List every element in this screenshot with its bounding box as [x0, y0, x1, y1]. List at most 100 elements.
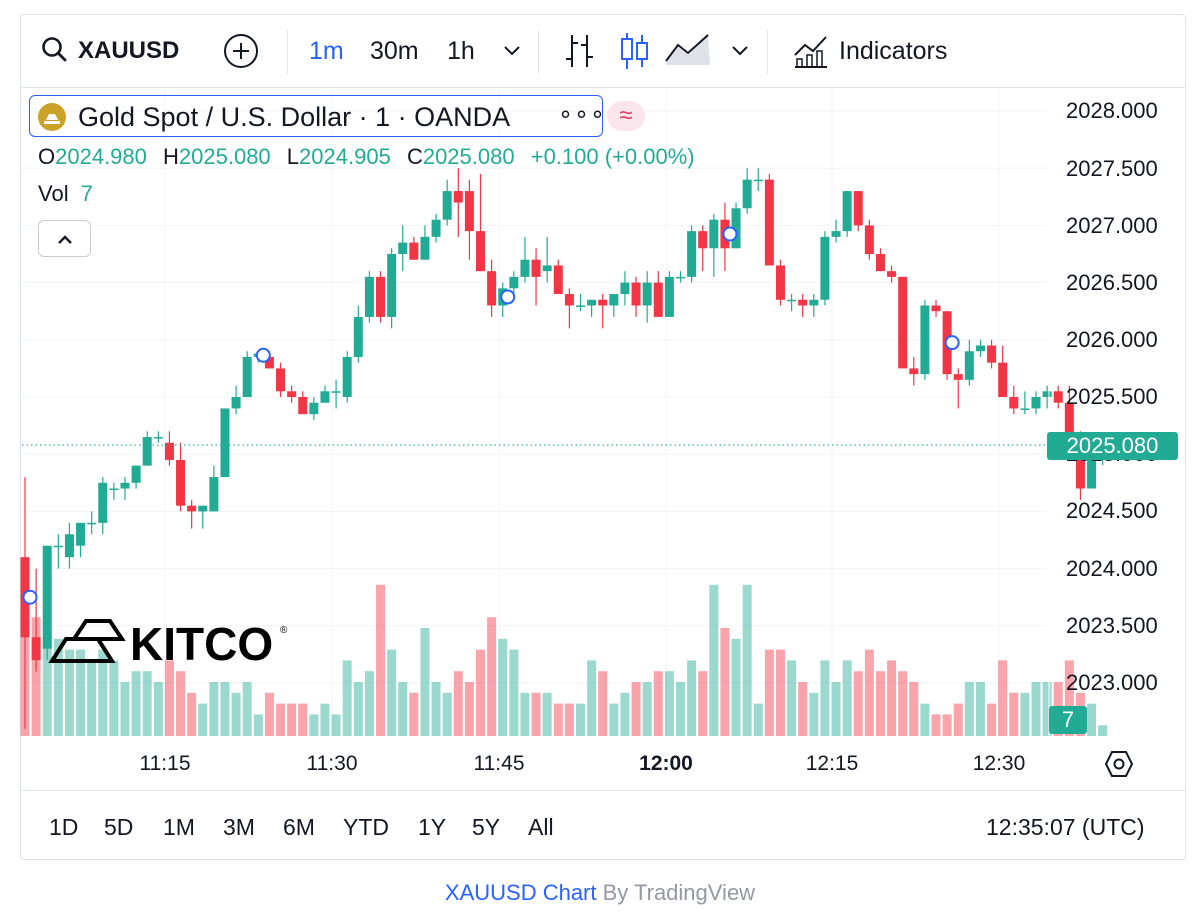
symbol-legend[interactable]: Gold Spot / U.S. Dollar · 1 · OANDA ∘∘∘ [29, 95, 607, 137]
volume-bar [142, 671, 152, 736]
bar-chart-icon[interactable] [563, 31, 597, 71]
candle-body [998, 362, 1008, 397]
candle-body [242, 356, 252, 397]
svg-text:®: ® [280, 625, 288, 636]
candle-body [387, 254, 397, 317]
candle-chart-icon[interactable] [618, 31, 652, 71]
candle-body [187, 505, 197, 512]
event-marker [944, 335, 960, 351]
last-price-tag: 2025.080 [1047, 432, 1178, 460]
range-5y[interactable]: 5Y [472, 814, 501, 840]
volume-bar [64, 649, 74, 736]
volume-bar [531, 692, 541, 736]
candle-body [898, 276, 908, 369]
chevron-down-icon[interactable] [502, 44, 522, 58]
volume-bar [609, 703, 619, 736]
candle-body [476, 231, 486, 272]
volume-bar [420, 628, 430, 736]
volume-bar [320, 703, 330, 736]
volume-bar [431, 682, 441, 736]
chevron-up-icon [58, 235, 72, 244]
time-axis-label: 11:45 [473, 752, 525, 775]
range-3m[interactable]: 3M [223, 814, 255, 840]
candle-body [631, 282, 641, 306]
range-5d[interactable]: 5D [104, 814, 134, 840]
collapse-legend-button[interactable] [38, 220, 91, 257]
add-symbol-icon[interactable] [222, 31, 262, 71]
volume-bar [887, 660, 897, 736]
area-chart-icon[interactable] [664, 33, 712, 69]
volume-bar [720, 628, 730, 736]
candle-body [142, 437, 152, 466]
compare-icon[interactable]: ≈ [607, 101, 645, 131]
chart-link[interactable]: XAUUSD Chart [444, 880, 597, 905]
indicators-button[interactable]: Indicators [839, 37, 948, 65]
candle-body [342, 356, 352, 397]
volume-bar [642, 682, 652, 736]
toolbar-divider [767, 30, 768, 74]
price-axis-label: 2023.500 [1066, 613, 1158, 638]
time-axis-label: 11:15 [139, 752, 191, 775]
candle-body [609, 294, 619, 306]
volume-readout: Vol 7 [38, 180, 93, 208]
candle-body [42, 545, 52, 649]
price-axis-label: 2026.000 [1066, 327, 1158, 352]
price-axis-label: 2026.500 [1066, 270, 1158, 295]
price-chart[interactable] [0, 0, 1200, 790]
volume-bar [598, 671, 608, 736]
search-icon[interactable] [40, 35, 70, 65]
candle-body [698, 231, 708, 249]
candle-body [64, 534, 74, 558]
volume-bar [831, 682, 841, 736]
candle-body [109, 488, 119, 491]
volume-bar [998, 660, 1008, 736]
volume-bar [664, 671, 674, 736]
candle-body [920, 305, 930, 375]
candle-body [642, 282, 652, 306]
indicators-icon[interactable] [793, 33, 829, 69]
range-1y[interactable]: 1Y [418, 814, 447, 840]
volume-bar [764, 649, 774, 736]
volume-bar [464, 682, 474, 736]
volume-bar [564, 703, 574, 736]
change-value: +0.100 (+0.00%) [530, 144, 695, 169]
candle-body [1009, 397, 1019, 409]
settings-icon[interactable] [1104, 749, 1134, 779]
candle-body [1042, 391, 1052, 397]
chevron-down-icon[interactable] [730, 44, 750, 58]
volume-bar [542, 692, 552, 736]
more-options-icon[interactable]: ∘∘∘ [558, 101, 607, 128]
candle-body [376, 276, 386, 317]
symbol-search[interactable]: XAUUSD [78, 37, 180, 64]
range-ytd[interactable]: YTD [343, 814, 389, 840]
candle-body [564, 294, 574, 306]
volume-bar [31, 617, 41, 736]
range-1m[interactable]: 1M [163, 814, 195, 840]
candle-body [787, 299, 797, 302]
price-axis-label: 2028.000 [1066, 98, 1158, 123]
range-all[interactable]: All [528, 814, 554, 840]
volume-bar [953, 703, 963, 736]
volume-bar [931, 714, 941, 736]
volume-bar [1009, 692, 1019, 736]
range-1d[interactable]: 1D [49, 814, 79, 840]
interval-30m[interactable]: 30m [370, 37, 419, 65]
utc-clock[interactable]: 12:35:07 (UTC) [986, 814, 1145, 840]
candle-body [431, 219, 441, 237]
range-6m[interactable]: 6M [283, 814, 315, 840]
volume-bar [687, 660, 697, 736]
volume-bar [98, 649, 108, 736]
candle-body [353, 316, 363, 357]
volume-bar [1087, 703, 1097, 736]
interval-1m[interactable]: 1m [309, 37, 344, 65]
candle-body [964, 351, 974, 380]
volume-bar [1042, 682, 1052, 736]
candle-body [87, 522, 97, 525]
interval-1h[interactable]: 1h [447, 37, 475, 65]
candle-body [453, 191, 463, 203]
price-axis-label: 2024.500 [1066, 498, 1158, 523]
high-label: H [163, 144, 179, 169]
candle-body [176, 459, 186, 506]
candle-body [420, 236, 430, 260]
symbol-title: Gold Spot / U.S. Dollar · 1 · OANDA [78, 102, 511, 132]
